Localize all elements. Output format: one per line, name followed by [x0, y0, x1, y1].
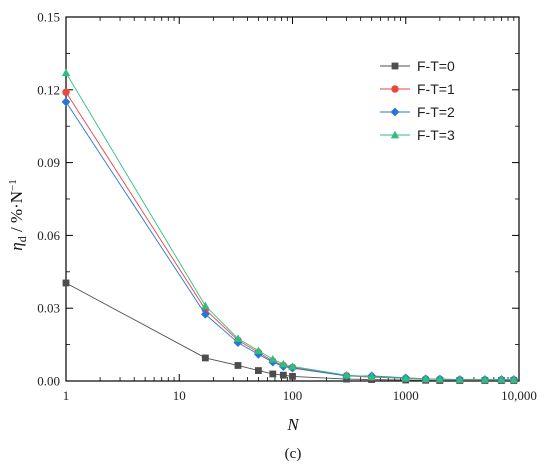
legend-item: F-T=2 — [380, 104, 455, 120]
data-point — [200, 309, 210, 319]
data-point — [288, 362, 297, 370]
y-axis-title-subscript: d — [15, 236, 29, 242]
data-point — [367, 372, 376, 380]
data-point — [342, 370, 351, 379]
data-point — [62, 279, 70, 287]
y-tick-label: 0.03 — [37, 301, 60, 316]
legend-item: F-T=1 — [380, 81, 455, 97]
data-point — [279, 371, 287, 379]
series-line — [65, 101, 514, 380]
data-point — [435, 374, 445, 383]
y-tick-label: 0.06 — [37, 228, 60, 243]
series-line — [65, 72, 514, 380]
data-point — [254, 346, 263, 355]
data-point — [279, 359, 288, 368]
legend-label: F-T=3 — [417, 127, 455, 143]
y-axis-title-symbol: η — [7, 242, 26, 250]
data-point — [421, 374, 430, 383]
data-point — [201, 354, 209, 362]
legend-label: F-T=2 — [417, 104, 455, 120]
x-tick-label: 10 — [173, 388, 186, 403]
legend-label: F-T=0 — [417, 58, 455, 74]
x-tick-label: 1 — [63, 388, 70, 403]
svg-text:ηd / %·N−1: ηd / %·N−1 — [7, 179, 29, 250]
data-point — [509, 375, 519, 383]
panel-label: (c) — [285, 446, 302, 462]
data-point — [289, 372, 296, 380]
legend-marker — [390, 130, 400, 139]
y-axis: 0.00 0.03 0.06 0.09 0.12 0.15 — [37, 10, 519, 389]
data-point — [268, 354, 278, 363]
x-tick-label: 1000 — [393, 388, 419, 403]
legend-item: F-T=0 — [380, 58, 455, 74]
legend-item: F-T=3 — [380, 127, 455, 143]
legend-label: F-T=1 — [417, 81, 455, 97]
data-point — [255, 367, 262, 374]
data-point — [201, 301, 210, 310]
x-tick-label: 10,000 — [501, 388, 537, 403]
y-tick-label: 0.00 — [37, 374, 60, 389]
data-point — [61, 68, 71, 77]
data-point — [497, 375, 506, 383]
y-tick-label: 0.09 — [37, 155, 60, 170]
data-point — [455, 375, 464, 383]
y-tick-label: 0.15 — [37, 10, 60, 25]
legend-marker — [391, 62, 399, 70]
series-layer — [61, 68, 519, 384]
data-point — [233, 334, 243, 342]
y-axis-title: ηd / %·N−1 — [7, 179, 29, 250]
data-point — [61, 97, 71, 107]
y-tick-label: 0.12 — [37, 82, 60, 97]
data-point — [269, 370, 277, 378]
data-point — [401, 373, 410, 382]
legend-marker — [391, 85, 399, 93]
x-axis-title: N — [286, 415, 300, 434]
series-3 — [61, 68, 519, 383]
data-point — [234, 362, 242, 369]
series-line — [65, 282, 514, 381]
x-tick-label: 100 — [283, 388, 303, 403]
data-point — [62, 88, 70, 96]
y-axis-title-unit-sup: −1 — [7, 179, 19, 191]
x-axis: 1 10 100 1000 10,000 — [63, 17, 537, 403]
legend: F-T=0 F-T=1 F-T=2 F-T=3 — [380, 58, 455, 143]
y-axis-title-unit: / %·N — [7, 191, 26, 236]
data-point — [480, 375, 490, 383]
legend-marker — [390, 107, 400, 117]
